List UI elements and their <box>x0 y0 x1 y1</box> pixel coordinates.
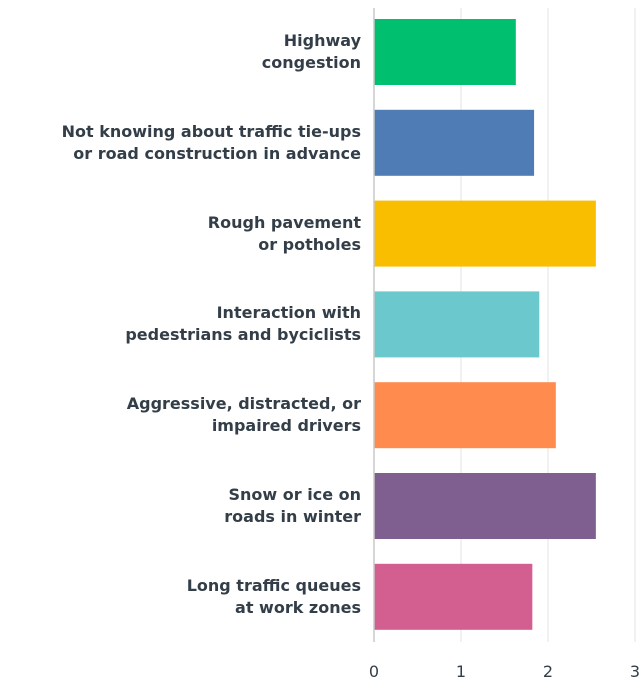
x-tick-label: 1 <box>455 662 467 681</box>
x-tick-label: 0 <box>368 662 380 681</box>
category-label: Rough pavement or potholes <box>207 212 361 254</box>
category-label: Not knowing about traffic tie-ups or roa… <box>61 121 361 163</box>
bar <box>374 19 516 85</box>
category-label: Snow or ice on roads in winter <box>224 485 361 526</box>
category-label: Highway congestion <box>261 31 361 72</box>
bar <box>374 109 535 176</box>
bar <box>374 563 533 630</box>
bar <box>374 382 556 449</box>
x-tick-label: 2 <box>542 662 554 681</box>
bar <box>374 473 596 539</box>
bar <box>374 291 540 358</box>
category-label: Aggressive, distracted, or impaired driv… <box>126 394 361 436</box>
category-label: Interaction with pedestrians and bycicli… <box>125 303 361 345</box>
category-label: Long traffic queues at work zones <box>186 575 361 617</box>
x-tick-label: 3 <box>629 662 639 681</box>
bar <box>374 200 596 267</box>
